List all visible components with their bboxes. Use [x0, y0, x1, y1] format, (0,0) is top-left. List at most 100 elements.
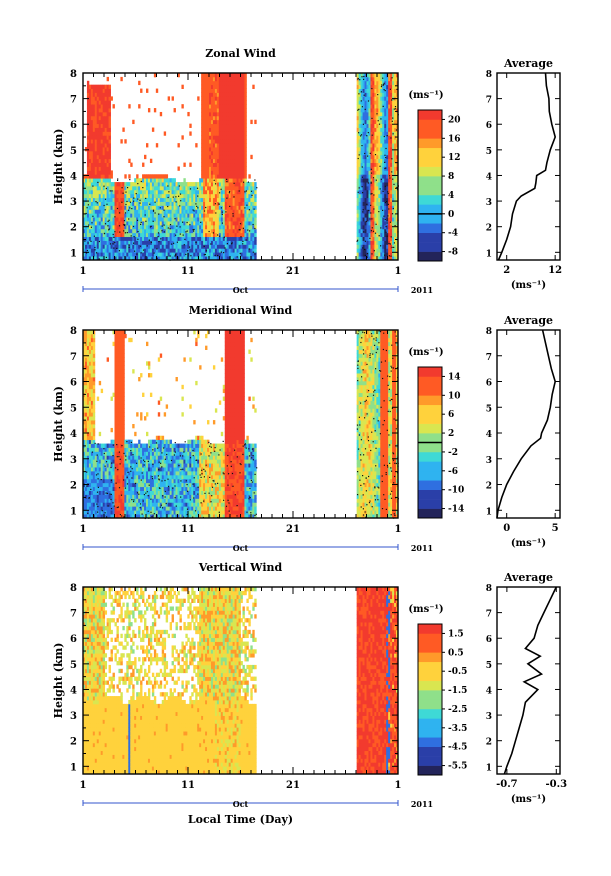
noise-dot: [160, 238, 161, 239]
noise-dot: [380, 118, 381, 119]
noise-dot: [251, 191, 252, 192]
noise-dot: [170, 224, 171, 225]
noise-dot: [133, 198, 134, 199]
noise-dot: [392, 77, 393, 78]
heatmap-cell: [244, 124, 246, 128]
heatmap-cell: [244, 92, 246, 96]
noise-dot: [200, 222, 201, 223]
noise-dot: [363, 209, 364, 210]
heatmap-cell: [122, 420, 124, 424]
noise-dot: [362, 106, 363, 107]
heatmap-cell: [122, 412, 124, 416]
noise-dot: [91, 227, 92, 228]
heatmap-cell: [248, 174, 250, 178]
heatmap-cell: [244, 155, 246, 159]
heatmap-cell: [109, 100, 111, 104]
heatmap-cell: [174, 108, 176, 112]
noise-dot: [134, 251, 135, 252]
noise-dot: [204, 246, 205, 247]
noise-dot: [226, 179, 227, 180]
noise-dot: [99, 241, 100, 242]
noise-dot: [385, 90, 386, 91]
noise-dot: [205, 207, 206, 208]
noise-dot: [394, 242, 395, 243]
heatmap-cell: [109, 135, 111, 139]
noise-dot: [237, 256, 238, 257]
noise-dot: [381, 84, 382, 85]
noise-dot: [190, 255, 191, 256]
noise-dot: [249, 230, 250, 231]
noise-dot: [162, 226, 163, 227]
heatmap-cell: [138, 104, 140, 108]
noise-dot: [256, 187, 257, 188]
noise-dot: [395, 225, 396, 226]
noise-dot: [361, 134, 362, 135]
noise-dot: [384, 155, 385, 156]
heatmap-cell: [93, 377, 95, 381]
noise-dot: [167, 185, 168, 186]
heatmap-cell: [122, 350, 124, 354]
heatmap-cell: [174, 178, 176, 182]
noise-dot: [244, 191, 245, 192]
noise-dot: [234, 183, 235, 184]
noise-dot: [248, 182, 249, 183]
heatmap-cell: [122, 357, 124, 361]
noise-dot: [197, 207, 198, 208]
noise-dot: [158, 214, 159, 215]
noise-dot: [373, 208, 374, 209]
heatmap-cell: [244, 128, 246, 132]
noise-dot: [158, 241, 159, 242]
noise-dot: [392, 121, 393, 122]
noise-dot: [185, 231, 186, 232]
noise-dot: [369, 238, 370, 239]
noise-dot: [109, 229, 110, 230]
noise-dot: [239, 229, 240, 230]
heatmap-cell: [254, 194, 256, 198]
noise-dot: [117, 178, 118, 179]
noise-dot: [221, 252, 222, 253]
noise-dot: [361, 91, 362, 92]
noise-dot: [387, 236, 388, 237]
noise-dot: [140, 224, 141, 225]
heatmap-cell: [244, 167, 246, 171]
noise-dot: [156, 248, 157, 249]
noise-dot: [359, 79, 360, 80]
noise-dot: [229, 191, 230, 192]
noise-dot: [378, 211, 379, 212]
heatmap-cell: [120, 77, 122, 81]
heatmap-cell: [122, 401, 124, 405]
noise-dot: [113, 234, 114, 235]
noise-dot: [392, 213, 393, 214]
noise-dot: [382, 210, 383, 211]
heatmap-cell: [122, 393, 124, 397]
heatmap-cell: [254, 244, 256, 248]
noise-dot: [189, 247, 190, 248]
noise-dot: [386, 201, 387, 202]
heatmap-cell: [166, 174, 168, 178]
noise-dot: [196, 206, 197, 207]
heatmap-cell: [93, 346, 95, 350]
noise-dot: [95, 201, 96, 202]
noise-dot: [215, 255, 216, 256]
heatmap-cell: [254, 120, 256, 124]
noise-dot: [362, 177, 363, 178]
noise-dot: [92, 216, 93, 217]
heatmap-cell: [195, 143, 197, 147]
heatmap-cell: [93, 385, 95, 389]
noise-dot: [122, 187, 123, 188]
noise-dot: [375, 154, 376, 155]
noise-dot: [368, 210, 369, 211]
noise-dot: [246, 190, 247, 191]
noise-dot: [381, 179, 382, 180]
noise-dot: [358, 132, 359, 133]
noise-dot: [142, 187, 143, 188]
heatmap-cell: [254, 217, 256, 221]
noise-dot: [358, 109, 359, 110]
noise-dot: [117, 208, 118, 209]
noise-dot: [215, 203, 216, 204]
noise-dot: [385, 148, 386, 149]
heatmap-cell: [93, 350, 95, 354]
noise-dot: [359, 154, 360, 155]
heatmap-cell: [254, 221, 256, 225]
noise-dot: [131, 235, 132, 236]
